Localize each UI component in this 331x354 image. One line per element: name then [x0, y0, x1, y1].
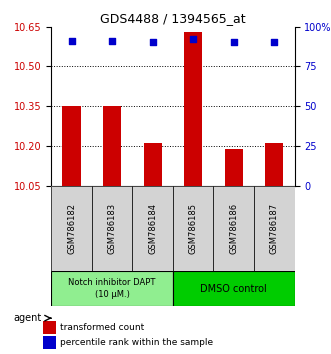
Bar	[173, 271, 295, 306]
Text: transformed count: transformed count	[60, 323, 144, 332]
Point	[69, 38, 74, 44]
Bar	[51, 186, 92, 271]
Text: GSM786185: GSM786185	[189, 203, 198, 254]
Text: GSM786182: GSM786182	[67, 203, 76, 254]
Point	[150, 40, 155, 45]
Bar	[103, 106, 121, 186]
Bar	[144, 143, 162, 186]
Bar	[43, 321, 56, 334]
Point	[231, 40, 236, 45]
Point	[110, 38, 115, 44]
Bar	[225, 149, 243, 186]
Text: agent: agent	[13, 313, 41, 323]
Bar	[265, 143, 283, 186]
Bar	[213, 186, 254, 271]
Bar	[43, 336, 56, 349]
Bar	[132, 186, 173, 271]
Bar	[173, 186, 213, 271]
Text: DMSO control: DMSO control	[200, 284, 267, 293]
Title: GDS4488 / 1394565_at: GDS4488 / 1394565_at	[100, 12, 246, 25]
Text: percentile rank within the sample: percentile rank within the sample	[60, 338, 213, 347]
Point	[272, 40, 277, 45]
Bar	[92, 186, 132, 271]
Bar	[51, 271, 173, 306]
Text: GSM786187: GSM786187	[270, 203, 279, 254]
Text: GSM786184: GSM786184	[148, 203, 157, 254]
Text: GSM786183: GSM786183	[108, 203, 117, 254]
Bar	[184, 32, 202, 186]
Bar	[254, 186, 295, 271]
Text: GSM786186: GSM786186	[229, 203, 238, 254]
Bar	[63, 106, 81, 186]
Point	[191, 36, 196, 42]
Text: Notch inhibitor DAPT
(10 μM.): Notch inhibitor DAPT (10 μM.)	[69, 279, 156, 298]
